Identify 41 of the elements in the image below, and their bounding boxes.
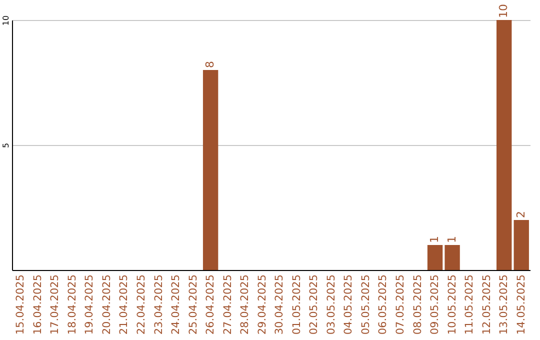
bar <box>496 20 512 270</box>
x-tick-label: 25.04.2025 <box>187 274 200 335</box>
data-label: 1 <box>445 236 458 243</box>
x-tick-label: 14.05.2025 <box>515 274 528 335</box>
x-tick-label: 05.05.2025 <box>360 274 372 335</box>
x-tick-label: 12.05.2025 <box>480 274 493 335</box>
x-tick-label: 08.05.2025 <box>412 274 424 335</box>
x-tick-label: 29.04.2025 <box>256 274 268 335</box>
x-tick-label: 21.04.2025 <box>118 274 130 335</box>
x-tick-label: 22.04.2025 <box>136 274 148 335</box>
x-tick-label: 17.04.2025 <box>49 274 62 335</box>
x-tick-label: 28.04.2025 <box>239 274 252 335</box>
x-tick-label: 10.05.2025 <box>446 274 458 335</box>
x-tick-label: 09.05.2025 <box>429 274 442 335</box>
bar <box>427 245 443 270</box>
x-tick-label: 20.04.2025 <box>100 274 113 335</box>
x-tick-label: 11.05.2025 <box>464 274 476 335</box>
x-tick-label: 03.05.2025 <box>325 274 338 335</box>
y-tick-label: 5 <box>2 142 10 148</box>
bar <box>444 245 460 270</box>
x-tick-label: 13.05.2025 <box>498 274 510 335</box>
bar <box>202 70 218 270</box>
x-tick-label: 30.04.2025 <box>274 274 286 335</box>
x-tick-label: 19.04.2025 <box>84 274 96 335</box>
data-label: 10 <box>497 4 510 18</box>
x-tick-label: 16.04.2025 <box>32 274 44 335</box>
x-tick-label: 23.04.2025 <box>152 274 165 335</box>
x-tick-label: 04.05.2025 <box>342 274 355 335</box>
x-tick-label: 07.05.2025 <box>394 274 406 335</box>
data-label: 2 <box>514 211 528 218</box>
bar <box>514 220 529 270</box>
x-tick-label: 01.05.2025 <box>290 274 303 335</box>
x-tick-label: 15.04.2025 <box>14 274 27 335</box>
x-tick-label: 26.04.2025 <box>204 274 217 335</box>
x-tick-label: 18.04.2025 <box>66 274 78 335</box>
x-tick-label: 24.04.2025 <box>170 274 182 335</box>
x-tick-label: 02.05.2025 <box>308 274 320 335</box>
x-tick-label: 06.05.2025 <box>377 274 390 335</box>
data-label: 8 <box>204 61 217 68</box>
x-tick-label: 27.04.2025 <box>222 274 234 335</box>
data-label: 1 <box>428 236 442 243</box>
